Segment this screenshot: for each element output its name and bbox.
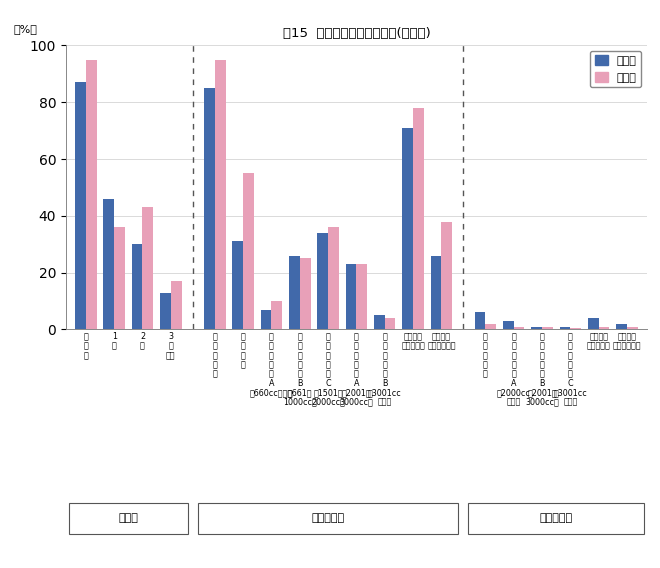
Text: 国
産
自
動
車: 国 産 自 動 車 — [213, 332, 217, 379]
Bar — [328, 227, 339, 329]
Bar — [317, 233, 328, 329]
Text: （再掲）
新車で購入: （再掲） 新車で購入 — [401, 332, 425, 350]
Bar — [171, 281, 182, 329]
Text: 国産自動車: 国産自動車 — [312, 513, 345, 523]
Bar — [442, 222, 452, 329]
Bar — [214, 60, 226, 329]
Bar — [542, 327, 552, 329]
Text: 2
台: 2 台 — [140, 332, 145, 350]
Text: 軽
自
動
車: 軽 自 動 車 — [241, 332, 246, 369]
Text: 小
型
自
動
車
C
（1501～
2000cc）: 小 型 自 動 車 C （1501～ 2000cc） — [311, 332, 345, 407]
Bar — [570, 328, 581, 329]
Bar — [616, 324, 627, 329]
Text: （再掲）
新車で購入: （再掲） 新車で購入 — [587, 332, 610, 350]
Bar — [485, 324, 496, 329]
Bar — [356, 264, 367, 329]
Text: 輸
入
自
動
車: 輸 入 自 動 車 — [483, 332, 488, 379]
Bar — [385, 318, 395, 329]
Text: 普
通
自
動
車
B
（3001cc
以上）: 普 通 自 動 車 B （3001cc 以上） — [368, 332, 401, 407]
Text: 3
台
以上: 3 台 以上 — [166, 332, 176, 360]
Bar — [160, 293, 171, 329]
Title: 囱15  自動車の種類別普及率(全世帯): 囱15 自動車の種類別普及率(全世帯) — [282, 27, 430, 40]
Bar — [132, 244, 143, 329]
Bar — [204, 88, 214, 329]
Bar — [374, 315, 385, 329]
Bar — [627, 327, 638, 329]
Bar — [475, 312, 485, 329]
Text: 自
動
車: 自 動 車 — [83, 332, 88, 360]
Text: 輸
入
自
動
車
B
（2001～
3000cc）: 輸 入 自 動 車 B （2001～ 3000cc） — [525, 332, 559, 407]
Bar — [243, 173, 254, 329]
Bar — [232, 241, 243, 329]
Bar — [430, 256, 442, 329]
Text: （再掲）
中古車で購入: （再掲） 中古車で購入 — [612, 332, 642, 350]
Text: 1
台: 1 台 — [112, 332, 117, 350]
Text: 普
通
自
動
車
A
（2001～
3000cc）: 普 通 自 動 車 A （2001～ 3000cc） — [339, 332, 374, 407]
Text: （再掲）
中古車で購入: （再掲） 中古車で購入 — [427, 332, 455, 350]
Bar — [560, 327, 570, 329]
Text: 小
型
自
動
車
A
（660cc以下）: 小 型 自 動 車 A （660cc以下） — [250, 332, 293, 398]
Bar — [271, 301, 282, 329]
Text: 小
型
自
動
車
B
（661～
1000cc）: 小 型 自 動 車 B （661～ 1000cc） — [283, 332, 317, 407]
Bar — [513, 327, 525, 329]
Text: 輸
入
自
動
車
A
（2000cc
以下）: 輸 入 自 動 車 A （2000cc 以下） — [497, 332, 531, 407]
Bar — [75, 82, 86, 329]
Bar — [346, 264, 356, 329]
Text: 輸入自動車: 輸入自動車 — [540, 513, 573, 523]
Text: 輸
入
自
動
車
C
（3001cc
以上）: 輸 入 自 動 車 C （3001cc 以上） — [554, 332, 587, 407]
Bar — [503, 321, 513, 329]
Bar — [403, 128, 413, 329]
Text: 台数別: 台数別 — [118, 513, 138, 523]
Bar — [261, 310, 271, 329]
Bar — [86, 60, 96, 329]
Bar — [531, 327, 542, 329]
Bar — [588, 318, 599, 329]
Text: （%）: （%） — [14, 24, 38, 34]
Bar — [143, 207, 153, 329]
Bar — [599, 327, 609, 329]
Legend: 全　国, 宮崎県: 全 国, 宮崎県 — [590, 51, 642, 87]
Bar — [104, 199, 114, 329]
Bar — [289, 256, 300, 329]
Bar — [300, 258, 310, 329]
Bar — [114, 227, 125, 329]
Bar — [413, 108, 424, 329]
